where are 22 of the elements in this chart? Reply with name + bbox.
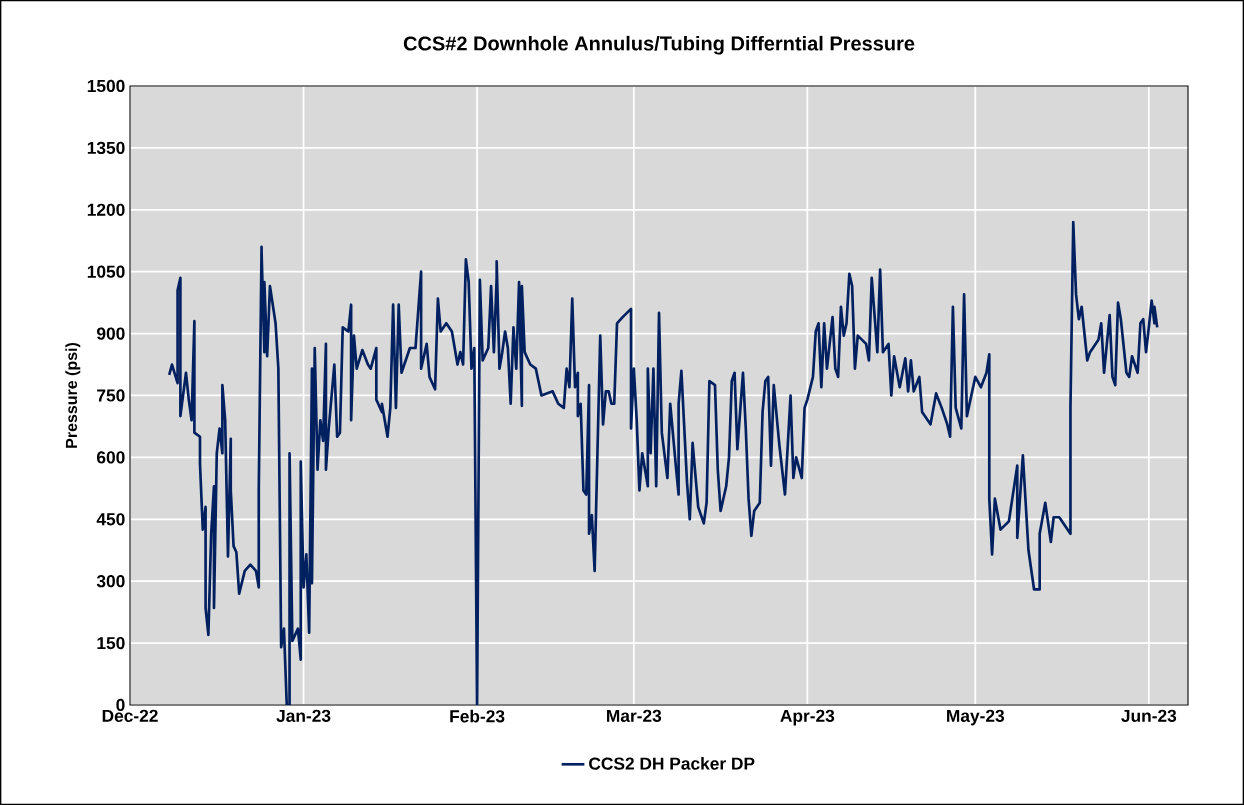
y-axis-title: Pressure (psi): [65, 342, 81, 448]
y-tick-label: 1350: [87, 141, 125, 155]
x-tick-label: Mar-23: [607, 709, 662, 722]
y-tick-label: 300: [96, 575, 125, 588]
legend-label: CCS2 DH Packer DP: [589, 757, 755, 770]
y-tick-label: 0: [116, 698, 125, 712]
x-tick-label: Dec-22: [102, 709, 158, 722]
x-tick-label: Jun-23: [1121, 709, 1177, 722]
y-tick-label: 1050: [87, 265, 125, 278]
y-tick-label: 150: [97, 636, 125, 650]
line-series: [167, 220, 1159, 705]
y-tick-label: 1500: [87, 79, 125, 93]
y-tick-label: 750: [97, 389, 125, 402]
y-tick-label: 900: [96, 327, 125, 340]
x-tick-label: Feb-23: [450, 709, 505, 723]
x-tick-label: May-23: [947, 709, 1005, 726]
y-tick-label: 1200: [87, 203, 125, 216]
y-tick-label: 600: [97, 451, 125, 464]
x-tick-label: Jan-23: [276, 709, 331, 722]
x-tick-label: Apr-23: [780, 709, 835, 726]
y-tick-label: 450: [96, 513, 125, 526]
chart-title: CCS#2 Downhole Annulus/Tubing Differntial Pressure: [403, 35, 915, 55]
